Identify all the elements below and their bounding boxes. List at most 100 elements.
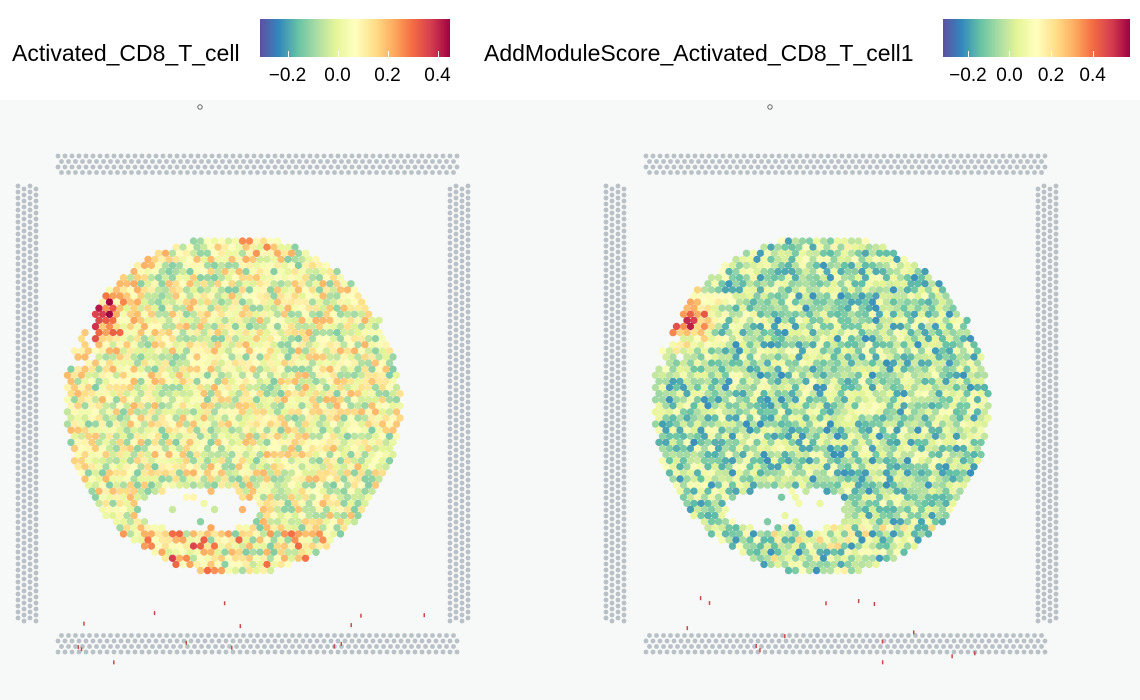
spot	[343, 493, 352, 501]
spot	[179, 426, 187, 434]
spot	[193, 304, 201, 312]
spot	[732, 353, 740, 361]
spot	[270, 414, 278, 422]
spot	[760, 243, 768, 251]
spot	[830, 365, 838, 373]
spot	[221, 438, 229, 447]
spot	[77, 432, 86, 440]
spot	[144, 365, 152, 373]
spot	[697, 426, 705, 434]
spot	[746, 389, 754, 398]
spot	[711, 377, 719, 386]
spot	[315, 298, 324, 306]
spot	[88, 487, 96, 495]
spot	[928, 304, 936, 312]
spot	[147, 432, 156, 440]
spot	[287, 444, 296, 453]
spot	[182, 408, 191, 416]
spot	[158, 365, 166, 373]
spot	[322, 518, 331, 526]
spot	[315, 335, 324, 343]
spot	[224, 359, 233, 367]
spot	[228, 426, 236, 434]
spot	[756, 383, 765, 392]
spot	[168, 286, 177, 294]
spot	[711, 280, 719, 288]
spot	[910, 518, 919, 526]
spot	[798, 249, 807, 257]
spot	[959, 371, 968, 379]
spot	[924, 518, 933, 526]
spot	[690, 475, 698, 483]
spot	[119, 469, 128, 477]
spot	[935, 463, 943, 471]
spot	[812, 408, 821, 416]
spot	[95, 438, 103, 447]
spot	[945, 469, 954, 477]
spot	[172, 365, 180, 373]
spot	[812, 542, 821, 550]
spot	[756, 347, 765, 355]
spot	[207, 548, 215, 556]
spot	[837, 402, 845, 410]
spot	[326, 389, 334, 398]
spot	[798, 481, 807, 489]
spot	[133, 383, 142, 392]
spot	[693, 371, 702, 379]
spot	[879, 487, 887, 495]
spot	[315, 481, 324, 489]
spot	[280, 530, 289, 538]
spot	[140, 481, 149, 489]
spot	[336, 457, 345, 465]
spot	[868, 469, 877, 477]
spot	[760, 414, 768, 422]
spot	[172, 389, 180, 398]
spot	[714, 396, 723, 404]
spot	[322, 444, 331, 453]
spot	[896, 542, 905, 550]
spot-layer	[63, 237, 404, 575]
spot	[861, 469, 870, 477]
spot	[277, 328, 285, 337]
spot	[266, 444, 275, 453]
spot	[651, 396, 660, 404]
spot	[889, 554, 898, 562]
spot	[84, 383, 93, 392]
spot	[910, 383, 919, 392]
spot	[952, 457, 961, 465]
spot	[329, 335, 338, 343]
spot	[984, 414, 992, 422]
spot	[137, 438, 145, 447]
spot	[889, 518, 898, 526]
spot	[277, 560, 285, 569]
spot	[336, 335, 345, 343]
spot	[935, 438, 943, 447]
spot	[966, 457, 975, 465]
spot	[298, 365, 306, 373]
spot	[378, 396, 387, 404]
spot	[277, 255, 285, 264]
spot	[266, 408, 275, 416]
spot	[368, 463, 376, 471]
spot	[130, 450, 138, 459]
spot	[95, 414, 103, 422]
spot	[119, 286, 128, 294]
spot	[210, 481, 219, 489]
spot	[294, 518, 303, 526]
spot	[284, 377, 292, 386]
spot	[186, 255, 194, 264]
spot	[840, 310, 849, 318]
spot	[802, 267, 810, 276]
spot	[123, 511, 131, 520]
spot	[133, 481, 142, 489]
spot	[837, 414, 845, 422]
spot	[725, 365, 733, 373]
spot	[98, 335, 107, 343]
spot	[718, 463, 726, 471]
spot	[249, 389, 257, 398]
spot	[749, 383, 758, 392]
spot	[263, 548, 271, 556]
spot	[791, 518, 800, 526]
spot	[133, 335, 142, 343]
spot	[242, 328, 250, 337]
